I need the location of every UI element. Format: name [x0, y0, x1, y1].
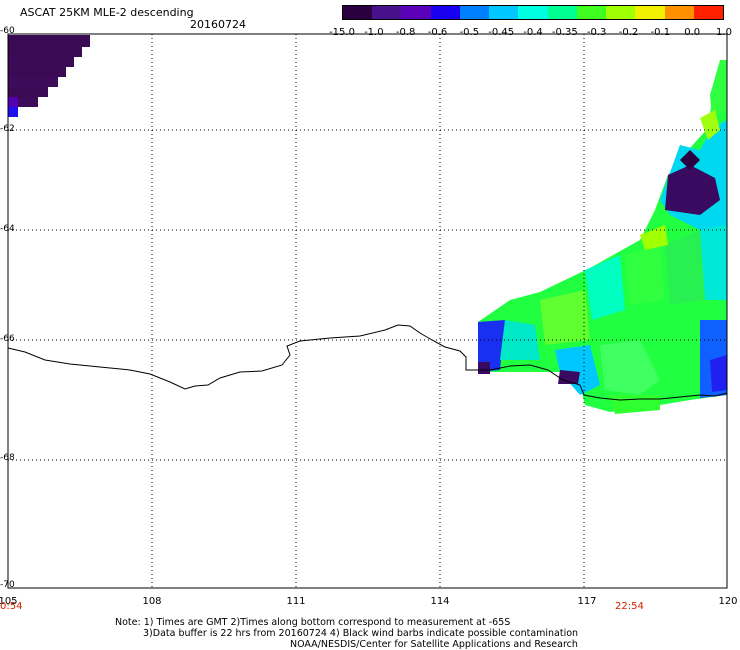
color-scale-swatch-0	[343, 6, 373, 19]
color-scale-label-9: -0.2	[618, 27, 639, 38]
color-scale-swatch-4	[459, 6, 490, 19]
lat-label-62: -62	[0, 124, 15, 134]
color-scale-label-12: 1.0	[716, 27, 732, 38]
color-scale-swatch-11	[664, 6, 694, 19]
color-scale-swatch-10	[635, 6, 665, 19]
color-scale-label-3: -0.6	[427, 27, 448, 38]
note-line-3: NOAA/NESDIS/Center for Satellite Applica…	[290, 639, 578, 650]
color-scale-label-7: -0.35	[551, 27, 578, 38]
lat-label-68: -68	[0, 453, 15, 463]
color-scale-swatch-2	[401, 6, 431, 19]
time-label-left: 0:54	[0, 601, 23, 612]
lon-label-120: 120	[718, 596, 738, 607]
lon-label-114: 114	[430, 596, 450, 607]
map-frame	[7, 33, 728, 589]
color-scale-label-11: 0.0	[684, 27, 701, 38]
lon-label-111: 111	[286, 596, 306, 607]
footnotes: Note: 1) Times are GMT 2)Times along bot…	[115, 617, 578, 650]
color-scale-labels: -15.0 -1.0 -0.8 -0.6 -0.5 -0.45 -0.4 -0.35 -0.3-…	[326, 27, 736, 39]
lon-label-117: 117	[577, 596, 597, 607]
map-plot	[7, 33, 728, 589]
color-scale-label-6: -0.4	[523, 27, 543, 38]
color-scale-swatch-1	[372, 6, 402, 19]
note-line-1: Note: 1) Times are GMT 2)Times along bot…	[115, 617, 511, 628]
color-scale-bar	[342, 5, 724, 20]
color-scale-swatch-5	[489, 6, 519, 19]
lat-label-60: -60	[0, 26, 15, 36]
lat-label-70: -70	[0, 580, 15, 590]
map-title: ASCAT 25KM MLE-2 descending	[20, 6, 194, 19]
lon-label-105: 105	[0, 596, 18, 607]
antarctic-coastline	[7, 324, 728, 401]
color-scale-label-5: -0.45	[488, 27, 515, 38]
lon-label-108: 108	[142, 596, 162, 607]
color-scale-swatch-9	[606, 6, 636, 19]
color-scale-label-1: -1.0	[364, 27, 384, 38]
scatterometer-swath-right	[478, 60, 727, 414]
color-scale-label-8: -0.3	[586, 27, 607, 38]
color-scale-swatch-12	[693, 6, 724, 19]
color-scale-label-2: -0.8	[395, 27, 416, 38]
color-scale-label-4: -0.5	[459, 27, 480, 38]
color-scale-label-10: -0.1	[650, 27, 671, 38]
lat-label-64: -64	[0, 224, 15, 234]
color-scale-swatch-8	[576, 6, 607, 19]
color-scale-swatch-7	[547, 6, 577, 19]
time-label-right: 22:54	[615, 601, 644, 612]
scatterometer-swath-upper-left	[8, 35, 90, 117]
color-scale-label-0: -15.0	[329, 27, 355, 38]
note-line-2: 3)Data buffer is 22 hrs from 20160724 4)…	[143, 628, 579, 639]
lat-label-66: -66	[0, 334, 15, 344]
lat-lon-grid	[8, 34, 727, 588]
color-scale-swatch-6	[518, 6, 548, 19]
color-scale-swatch-3	[430, 6, 460, 19]
map-date: 20160724	[190, 18, 246, 31]
